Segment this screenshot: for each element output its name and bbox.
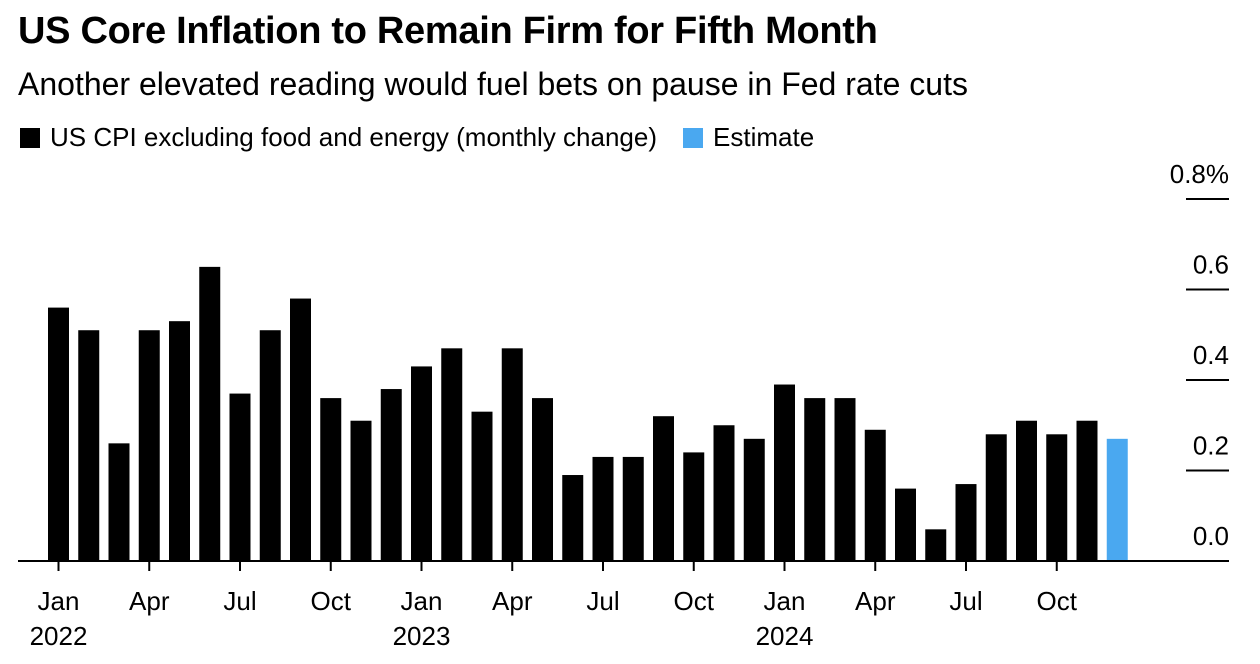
bar	[985, 434, 1007, 561]
bar	[925, 529, 947, 561]
bar	[1046, 434, 1068, 561]
y-tick-label: 0.4	[1193, 340, 1229, 370]
bar	[380, 389, 402, 561]
bar	[108, 443, 130, 561]
y-tick-label: 0.8%	[1170, 159, 1229, 189]
legend-swatch-estimate	[683, 127, 704, 148]
x-tick-label: Jan	[401, 586, 443, 616]
x-tick-label: Apr	[129, 586, 170, 616]
bar	[78, 330, 100, 561]
x-tick-label: Jan	[764, 586, 806, 616]
legend-label-actual: US CPI excluding food and energy (monthl…	[50, 122, 658, 152]
bar	[471, 411, 493, 561]
bar	[290, 298, 311, 561]
legend-item-actual: US CPI excluding food and energy (monthl…	[20, 122, 657, 153]
legend-swatch-actual	[20, 127, 40, 148]
bar	[955, 484, 977, 561]
y-tick-label: 0.2	[1193, 431, 1229, 461]
y-tick-label: 0.0	[1193, 521, 1229, 551]
bar	[713, 425, 735, 561]
legend-item-estimate: Estimate	[683, 122, 814, 153]
x-tick-year-label: 2022	[30, 621, 88, 651]
bar	[895, 488, 916, 561]
x-tick-year-label: 2024	[756, 621, 814, 651]
bar	[774, 384, 795, 561]
bar	[411, 366, 432, 561]
bar	[592, 456, 614, 561]
bar	[320, 398, 342, 561]
x-tick-label: Jul	[223, 586, 256, 616]
chart-legend: US CPI excluding food and energy (monthl…	[20, 122, 840, 153]
chart-title: US Core Inflation to Remain Firm for Fif…	[18, 10, 878, 52]
bar	[532, 398, 553, 561]
bar	[622, 456, 644, 561]
bar	[350, 420, 372, 561]
bar	[804, 398, 826, 561]
bar	[259, 330, 281, 561]
bar	[743, 438, 765, 561]
y-tick-label: 0.6	[1193, 250, 1229, 280]
bar	[653, 416, 674, 561]
x-tick-label: Jul	[949, 586, 982, 616]
bar	[199, 266, 221, 561]
bar	[562, 475, 584, 561]
legend-label-estimate: Estimate	[713, 122, 815, 152]
bar	[1016, 420, 1037, 561]
bar	[834, 398, 856, 561]
bar	[169, 321, 190, 561]
bar	[501, 348, 523, 561]
x-tick-label: Jan	[38, 586, 80, 616]
x-tick-label: Oct	[1037, 586, 1078, 616]
bar	[138, 330, 160, 561]
x-tick-label: Apr	[855, 586, 896, 616]
bar	[683, 452, 705, 561]
bar-estimate	[1106, 438, 1128, 561]
bar	[48, 307, 69, 561]
x-tick-label: Oct	[311, 586, 352, 616]
bar	[229, 393, 251, 561]
chart-subtitle: Another elevated reading would fuel bets…	[18, 66, 968, 102]
x-tick-year-label: 2023	[393, 621, 451, 651]
bar	[441, 348, 463, 561]
x-tick-label: Apr	[492, 586, 533, 616]
bar	[1076, 420, 1098, 561]
x-tick-label: Jul	[586, 586, 619, 616]
x-tick-label: Oct	[674, 586, 715, 616]
bar	[864, 429, 886, 561]
